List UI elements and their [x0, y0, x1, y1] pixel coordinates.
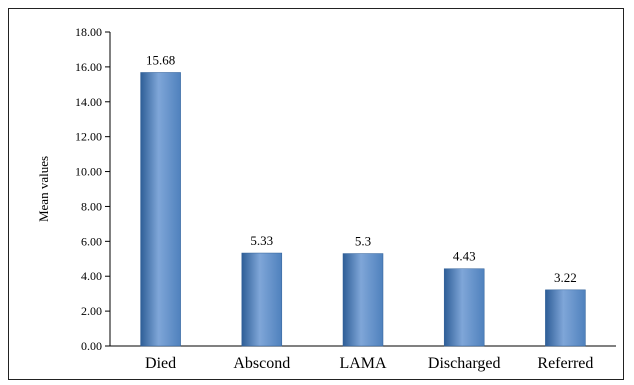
y-tick-label: 6.00 — [81, 234, 102, 248]
y-tick-label: 10.00 — [75, 165, 102, 179]
x-category-label: LAMA — [339, 355, 387, 372]
bar-abscond — [241, 252, 283, 347]
x-category-label: Died — [145, 355, 176, 372]
data-label: 4.43 — [453, 249, 476, 264]
bar-discharged — [443, 268, 485, 347]
y-tick-label: 0.00 — [81, 339, 102, 353]
data-labels: 15.68 5.33 5.3 4.43 3.22 — [146, 52, 577, 284]
data-label: 5.3 — [355, 234, 371, 249]
y-tick-label: 12.00 — [75, 130, 102, 144]
chart-frame — [8, 8, 624, 380]
bar-died — [140, 72, 181, 347]
data-label: 5.33 — [250, 233, 273, 248]
x-labels: Died Abscond LAMA Discharged Referred — [145, 355, 593, 372]
y-tick-label: 8.00 — [81, 199, 102, 213]
y-ticks: 0.00 2.00 4.00 6.00 8.00 10.00 12.00 14.00 16.00… — [75, 25, 110, 353]
y-tick-label: 14.00 — [75, 95, 102, 109]
y-tick-label: 4.00 — [81, 269, 102, 283]
bar-referred — [545, 289, 586, 347]
data-label: 15.68 — [146, 52, 175, 67]
y-tick-label: 2.00 — [81, 304, 102, 318]
bars — [140, 72, 586, 347]
y-axis-title: Mean values — [36, 156, 51, 222]
x-category-label: Abscond — [233, 355, 290, 372]
bar-lama — [342, 253, 384, 347]
x-category-label: Discharged — [428, 355, 501, 372]
data-label: 3.22 — [554, 270, 577, 285]
y-tick-label: 18.00 — [75, 25, 102, 39]
y-tick-label: 16.00 — [75, 60, 102, 74]
x-category-label: Referred — [537, 355, 593, 372]
